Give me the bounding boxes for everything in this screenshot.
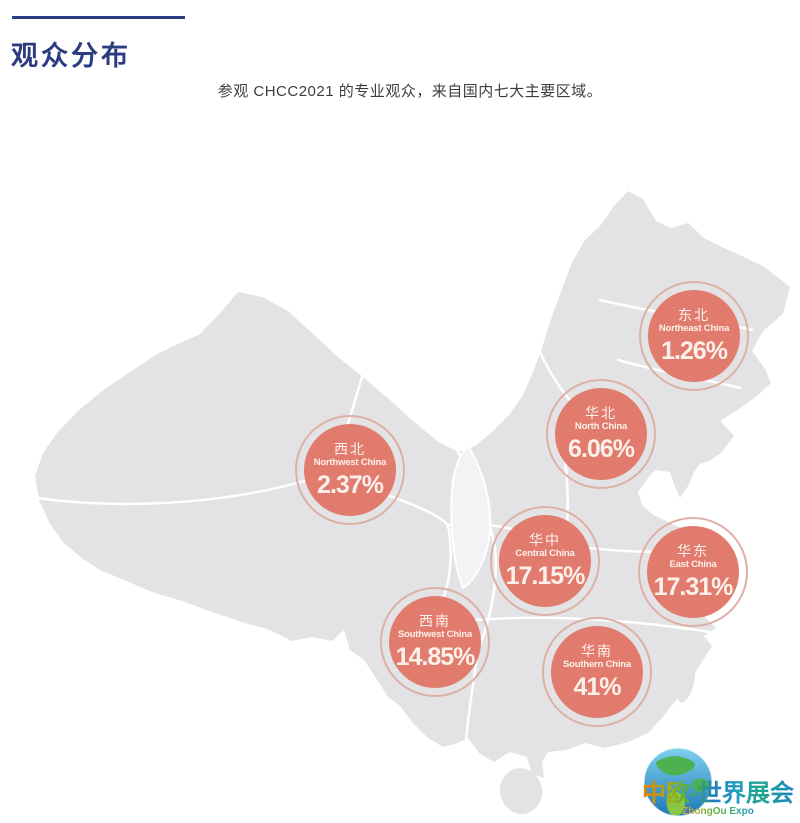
region-name-cn: 东北: [678, 306, 710, 323]
highlighted-province: [450, 444, 492, 590]
region-name-cn: 华东: [677, 542, 709, 559]
region-badge-southwest: 西南 Southwest China 14.85%: [380, 587, 490, 697]
region-name-cn: 西南: [419, 612, 451, 629]
region-percentage: 17.31%: [653, 572, 734, 601]
region-badge-northeast: 东北 Northeast China 1.26%: [639, 281, 749, 391]
region-name-cn: 华南: [581, 642, 613, 659]
zhongou-expo-logo: 中欧-世界展会 ZhongOu Expo: [642, 747, 794, 817]
page-subtitle: 参观 CHCC2021 的专业观众，来自国内七大主要区域。: [217, 83, 603, 100]
region-percentage: 41%: [573, 672, 621, 701]
region-badge-north: 华北 North China 6.06%: [546, 379, 656, 489]
region-percentage: 2.37%: [317, 470, 384, 499]
region-badge-circle: 华东 East China 17.31%: [647, 526, 739, 618]
region-badge-circle: 华南 Southern China 41%: [551, 626, 643, 718]
region-name-cn: 华中: [529, 531, 561, 548]
logo-text: 中欧-世界展会: [642, 779, 794, 807]
region-badge-circle: 西北 Northwest China 2.37%: [304, 424, 396, 516]
logo-subtext: ZhongOu Expo: [682, 806, 754, 817]
region-name-en: Northeast China: [658, 322, 730, 334]
region-percentage: 17.15%: [505, 561, 586, 590]
region-name-en: North China: [574, 420, 628, 432]
region-name-en: Southwest China: [397, 628, 473, 640]
hainan-island: [499, 768, 543, 814]
region-badge-circle: 东北 Northeast China 1.26%: [648, 290, 740, 382]
page-title: 观众分布: [11, 41, 131, 71]
region-name-en: Central China: [515, 547, 575, 559]
region-name-en: East China: [669, 558, 717, 570]
region-name-en: Southern China: [563, 658, 631, 670]
region-percentage: 1.26%: [661, 336, 728, 365]
region-badge-circle: 华北 North China 6.06%: [555, 388, 647, 480]
region-name-cn: 华北: [585, 404, 617, 421]
region-badge-circle: 华中 Central China 17.15%: [499, 515, 591, 607]
region-badge-circle: 西南 Southwest China 14.85%: [389, 596, 481, 688]
region-percentage: 6.06%: [568, 434, 635, 463]
globe-icon: [643, 747, 713, 817]
region-badge-central: 华中 Central China 17.15%: [490, 506, 600, 616]
region-badge-southern: 华南 Southern China 41%: [542, 617, 652, 727]
taiwan-island: [676, 661, 696, 703]
region-badge-east: 华东 East China 17.31%: [638, 517, 748, 627]
header-accent-line: [12, 16, 185, 19]
region-badge-northwest: 西北 Northwest China 2.37%: [295, 415, 405, 525]
region-name-en: Northwest China: [313, 456, 387, 468]
region-percentage: 14.85%: [395, 642, 476, 671]
region-name-cn: 西北: [334, 440, 366, 457]
